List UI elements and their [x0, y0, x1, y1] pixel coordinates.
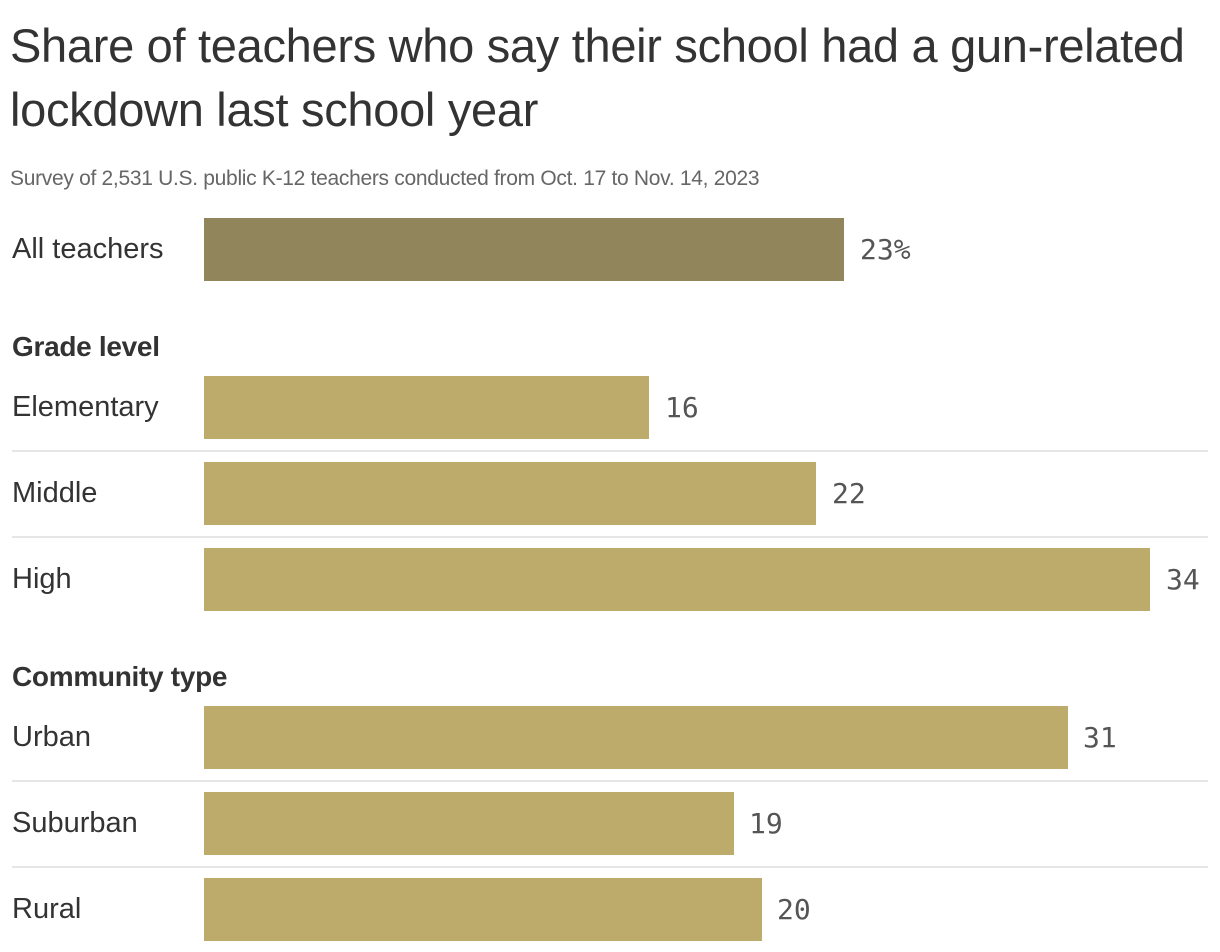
row-divider — [12, 866, 1208, 868]
bar-value: 31 — [1083, 721, 1117, 754]
bar-row-urban: Urban 31 — [0, 706, 1220, 770]
bar — [204, 376, 649, 439]
bar-label: Suburban — [12, 807, 138, 839]
bar-value: 22 — [832, 477, 866, 510]
bar-row-middle: Middle 22 — [0, 462, 1220, 526]
bar-label: Elementary — [12, 391, 159, 423]
bar-row-rural: Rural 20 — [0, 878, 1220, 942]
row-divider — [12, 450, 1208, 452]
bar — [204, 462, 816, 525]
bar-label: Rural — [12, 893, 82, 925]
bar — [204, 218, 844, 281]
bar — [204, 548, 1150, 611]
bar-value: 34 — [1166, 563, 1200, 596]
chart-subtitle: Survey of 2,531 U.S. public K-12 teacher… — [10, 167, 760, 190]
bar-value: 23% — [860, 233, 911, 266]
bar-label: All teachers — [12, 233, 164, 265]
bar-label: Middle — [12, 477, 98, 509]
row-divider — [12, 780, 1208, 782]
bar — [204, 706, 1068, 769]
chart-title: Share of teachers who say their school h… — [10, 19, 1185, 136]
bar-value: 19 — [749, 807, 783, 840]
bar-label: High — [12, 563, 72, 595]
bar-row-all-teachers: All teachers 23% — [0, 218, 1220, 282]
bar-label: Urban — [12, 721, 91, 753]
section-header-grade-level: Grade level — [12, 331, 160, 362]
row-divider — [12, 536, 1208, 538]
bar-value: 20 — [777, 893, 811, 926]
section-header-community-type: Community type — [12, 661, 228, 692]
bar-row-elementary: Elementary 16 — [0, 376, 1220, 440]
bar — [204, 792, 734, 855]
bar-row-high: High 34 — [0, 548, 1220, 612]
bar — [204, 878, 762, 941]
bar-value: 16 — [665, 391, 699, 424]
bar-row-suburban: Suburban 19 — [0, 792, 1220, 856]
